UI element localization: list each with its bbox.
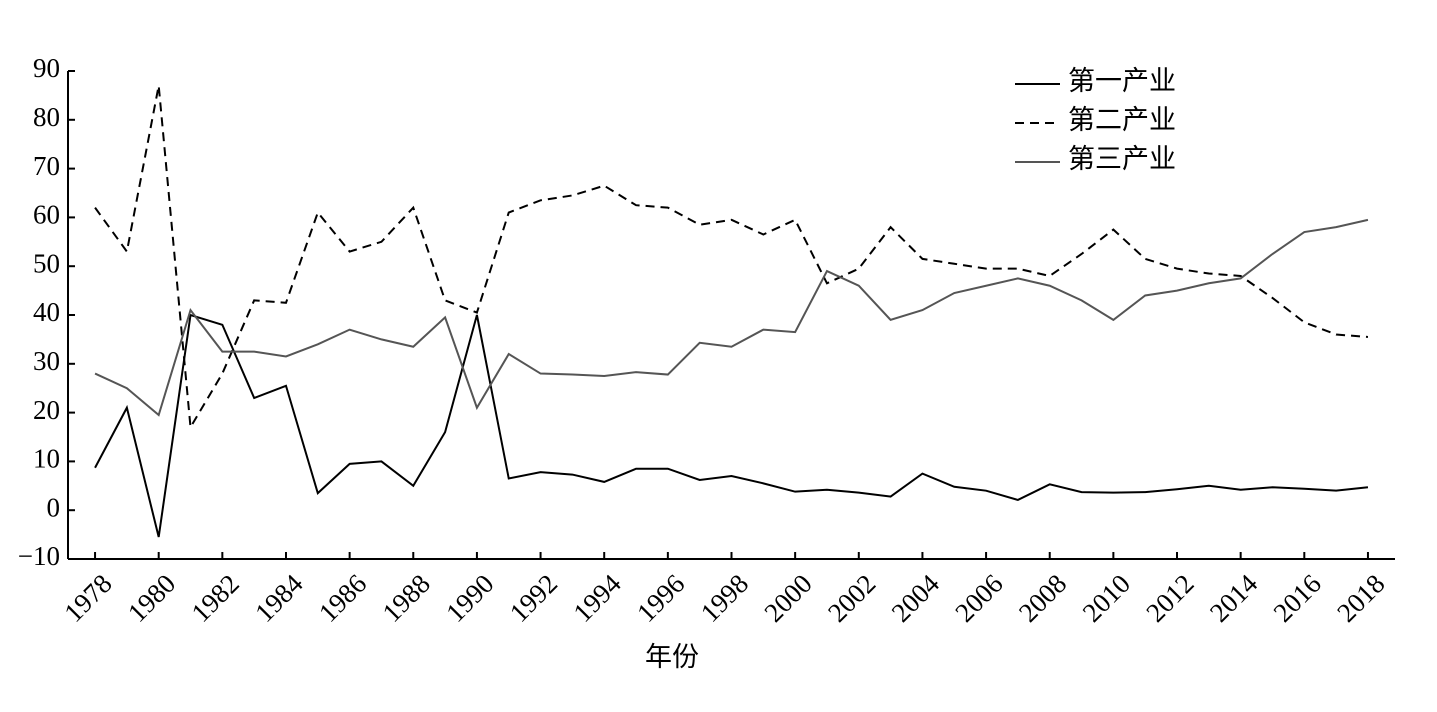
x-tick-label: 2000 <box>758 568 817 627</box>
y-tick-label: 50 <box>33 248 60 278</box>
y-tick-label: 10 <box>33 444 60 474</box>
x-tick-label: 1990 <box>440 568 499 627</box>
x-tick-label: 1980 <box>122 568 181 627</box>
x-tick-label: 2018 <box>1331 568 1390 627</box>
x-tick-label: 1982 <box>186 568 245 627</box>
x-tick-label: 1998 <box>695 568 754 627</box>
legend-label: 第二产业 <box>1068 105 1176 135</box>
x-tick-label: 1992 <box>504 568 563 627</box>
x-tick-label: 2016 <box>1268 568 1327 627</box>
x-tick-label: 1984 <box>249 568 309 628</box>
x-tick-label: 1986 <box>313 568 372 627</box>
legend-label: 第三产业 <box>1068 144 1176 174</box>
y-tick-label: 80 <box>33 102 60 132</box>
x-tick-label: 2002 <box>822 568 881 627</box>
x-tick-label: 2012 <box>1140 568 1199 627</box>
legend-label: 第一产业 <box>1068 66 1176 96</box>
x-tick-label: 1994 <box>567 568 627 628</box>
x-tick-label: 2006 <box>949 568 1008 627</box>
y-tick-label: 30 <box>33 346 60 376</box>
y-tick-label: 40 <box>33 297 60 327</box>
x-tick-label: 1978 <box>58 568 117 627</box>
series-line <box>94 313 1369 538</box>
y-tick-label: 0 <box>47 492 61 522</box>
x-tick-label: 2010 <box>1077 568 1136 627</box>
x-axis-label: 年份 <box>645 642 699 672</box>
x-tick-label: 1996 <box>631 568 690 627</box>
series-line <box>94 85 1369 431</box>
y-tick-label: 90 <box>33 53 60 83</box>
x-tick-label: 1988 <box>377 568 436 627</box>
x-tick-label: 2008 <box>1013 568 1072 627</box>
y-tick-label: 70 <box>33 151 60 181</box>
x-tick-label: 2014 <box>1204 568 1264 628</box>
y-tick-label: −10 <box>18 541 60 571</box>
x-tick-label: 2004 <box>886 568 946 628</box>
series-line <box>94 218 1369 417</box>
y-tick-label: 20 <box>33 395 60 425</box>
y-tick-label: 60 <box>33 200 60 230</box>
